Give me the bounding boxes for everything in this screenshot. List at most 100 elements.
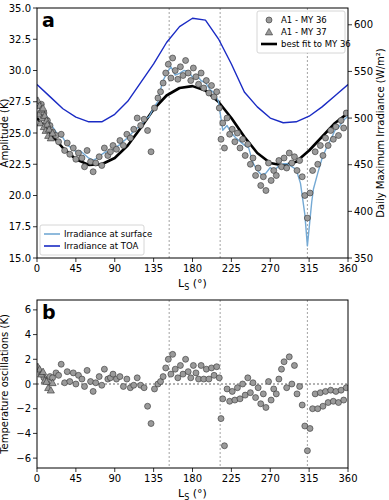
y2-tick-label: 400 [354, 206, 373, 217]
scatter-point [193, 74, 199, 80]
x-tick-label: 270 [261, 263, 280, 274]
scatter-point [320, 403, 326, 409]
scatter-point [221, 145, 227, 151]
scatter-point [183, 58, 189, 64]
scatter-point [79, 376, 85, 382]
chart-root: 0459013518022527031536015.017.520.022.52… [0, 0, 389, 500]
title: a [42, 9, 55, 31]
scatter-point [43, 378, 50, 384]
vline [307, 300, 308, 468]
scatter-point [82, 164, 88, 170]
scatter-point [250, 155, 256, 161]
scatter-point [193, 370, 199, 376]
scatter-point [310, 168, 316, 174]
x-tick [37, 258, 38, 262]
scatter-point [58, 361, 64, 367]
scatter-point [333, 124, 339, 130]
scatter-point [151, 105, 157, 111]
x-tick [348, 258, 349, 262]
y-tick [33, 359, 37, 360]
x-tick [231, 258, 232, 262]
scatter-point [258, 183, 264, 189]
legend-line [44, 245, 60, 247]
scatter-point [307, 190, 313, 196]
scatter-point [343, 385, 348, 391]
scatter-point [328, 128, 334, 134]
y-tick-label: 0 [25, 379, 31, 390]
scatter-point [101, 366, 107, 372]
vline [169, 8, 170, 258]
y-tick [33, 133, 37, 134]
scatter-point [234, 130, 240, 136]
scatter-point [41, 112, 48, 118]
scatter-point [266, 160, 272, 166]
scatter-point [297, 158, 303, 164]
scatter-point [220, 120, 226, 126]
scatter-point [268, 397, 274, 403]
y-tick [33, 226, 37, 227]
vline [220, 8, 221, 258]
scatter-point [99, 163, 105, 169]
scatter-point [237, 396, 243, 402]
scatter-point [188, 78, 194, 84]
scatter-point [260, 174, 266, 180]
legend-label: Irradiance at surface [64, 229, 152, 239]
y-tick-label: 6 [25, 304, 31, 315]
y-tick [33, 458, 37, 459]
scatter-point [185, 70, 191, 76]
scatter-point [172, 366, 178, 372]
x-tick-label: 360 [338, 263, 357, 274]
x-tick-label: 315 [300, 473, 319, 484]
x-tick-label: 180 [183, 473, 202, 484]
x-tick-label: 0 [34, 263, 40, 274]
scatter-point [117, 374, 123, 380]
y-tick-label: 17.5 [9, 221, 31, 232]
legend-label: Irradiance at TOA [64, 241, 138, 251]
scatter-point [196, 81, 202, 87]
scatter-point [172, 68, 178, 74]
scatter-point [39, 104, 46, 110]
x-tick [192, 468, 193, 472]
x-tick-label: 270 [261, 473, 280, 484]
scatter-point [120, 383, 126, 389]
x-tick [270, 258, 271, 262]
scatter-point [242, 153, 248, 159]
y-tick [33, 309, 37, 310]
scatter-point [224, 115, 230, 121]
scatter-point [67, 379, 73, 385]
scatter-point [79, 155, 85, 161]
scatter-point [276, 376, 282, 382]
scatter-point [96, 374, 102, 380]
x-tick [114, 468, 115, 472]
scatter-point [206, 90, 212, 96]
scatter-point [165, 356, 171, 362]
x-tick-label: 90 [108, 473, 121, 484]
scatter-point [335, 133, 341, 139]
legend-line [44, 233, 60, 235]
y-tick [33, 384, 37, 385]
scatter-point [141, 385, 147, 391]
y2-tick-label: 600 [354, 19, 373, 30]
scatter-point [107, 149, 113, 155]
x-tick [114, 258, 115, 262]
y-tick [33, 164, 37, 165]
y-tick [33, 258, 37, 259]
legend: A1 - MY 36A1 - MY 37best fit to MY 36 [257, 11, 351, 53]
scatter-point [281, 359, 287, 365]
y2-tick [348, 24, 352, 25]
legend-label: A1 - MY 37 [281, 27, 327, 37]
x-tick [75, 258, 76, 262]
scatter-point [56, 139, 62, 145]
scatter-point [341, 397, 347, 403]
panel: 04590135180225270315360−6−4−20246bLS (°)… [0, 300, 358, 500]
scatter-point [245, 375, 251, 381]
y-tick-label: 35.0 [9, 3, 31, 14]
scatter-point [120, 143, 126, 149]
scatter-point [168, 371, 174, 377]
scatter-point [49, 129, 56, 135]
scatter-point [90, 169, 96, 175]
scatter-point [73, 156, 79, 162]
scatter-point [216, 105, 222, 111]
scatter-point [299, 402, 305, 408]
scatter-point [47, 387, 54, 393]
